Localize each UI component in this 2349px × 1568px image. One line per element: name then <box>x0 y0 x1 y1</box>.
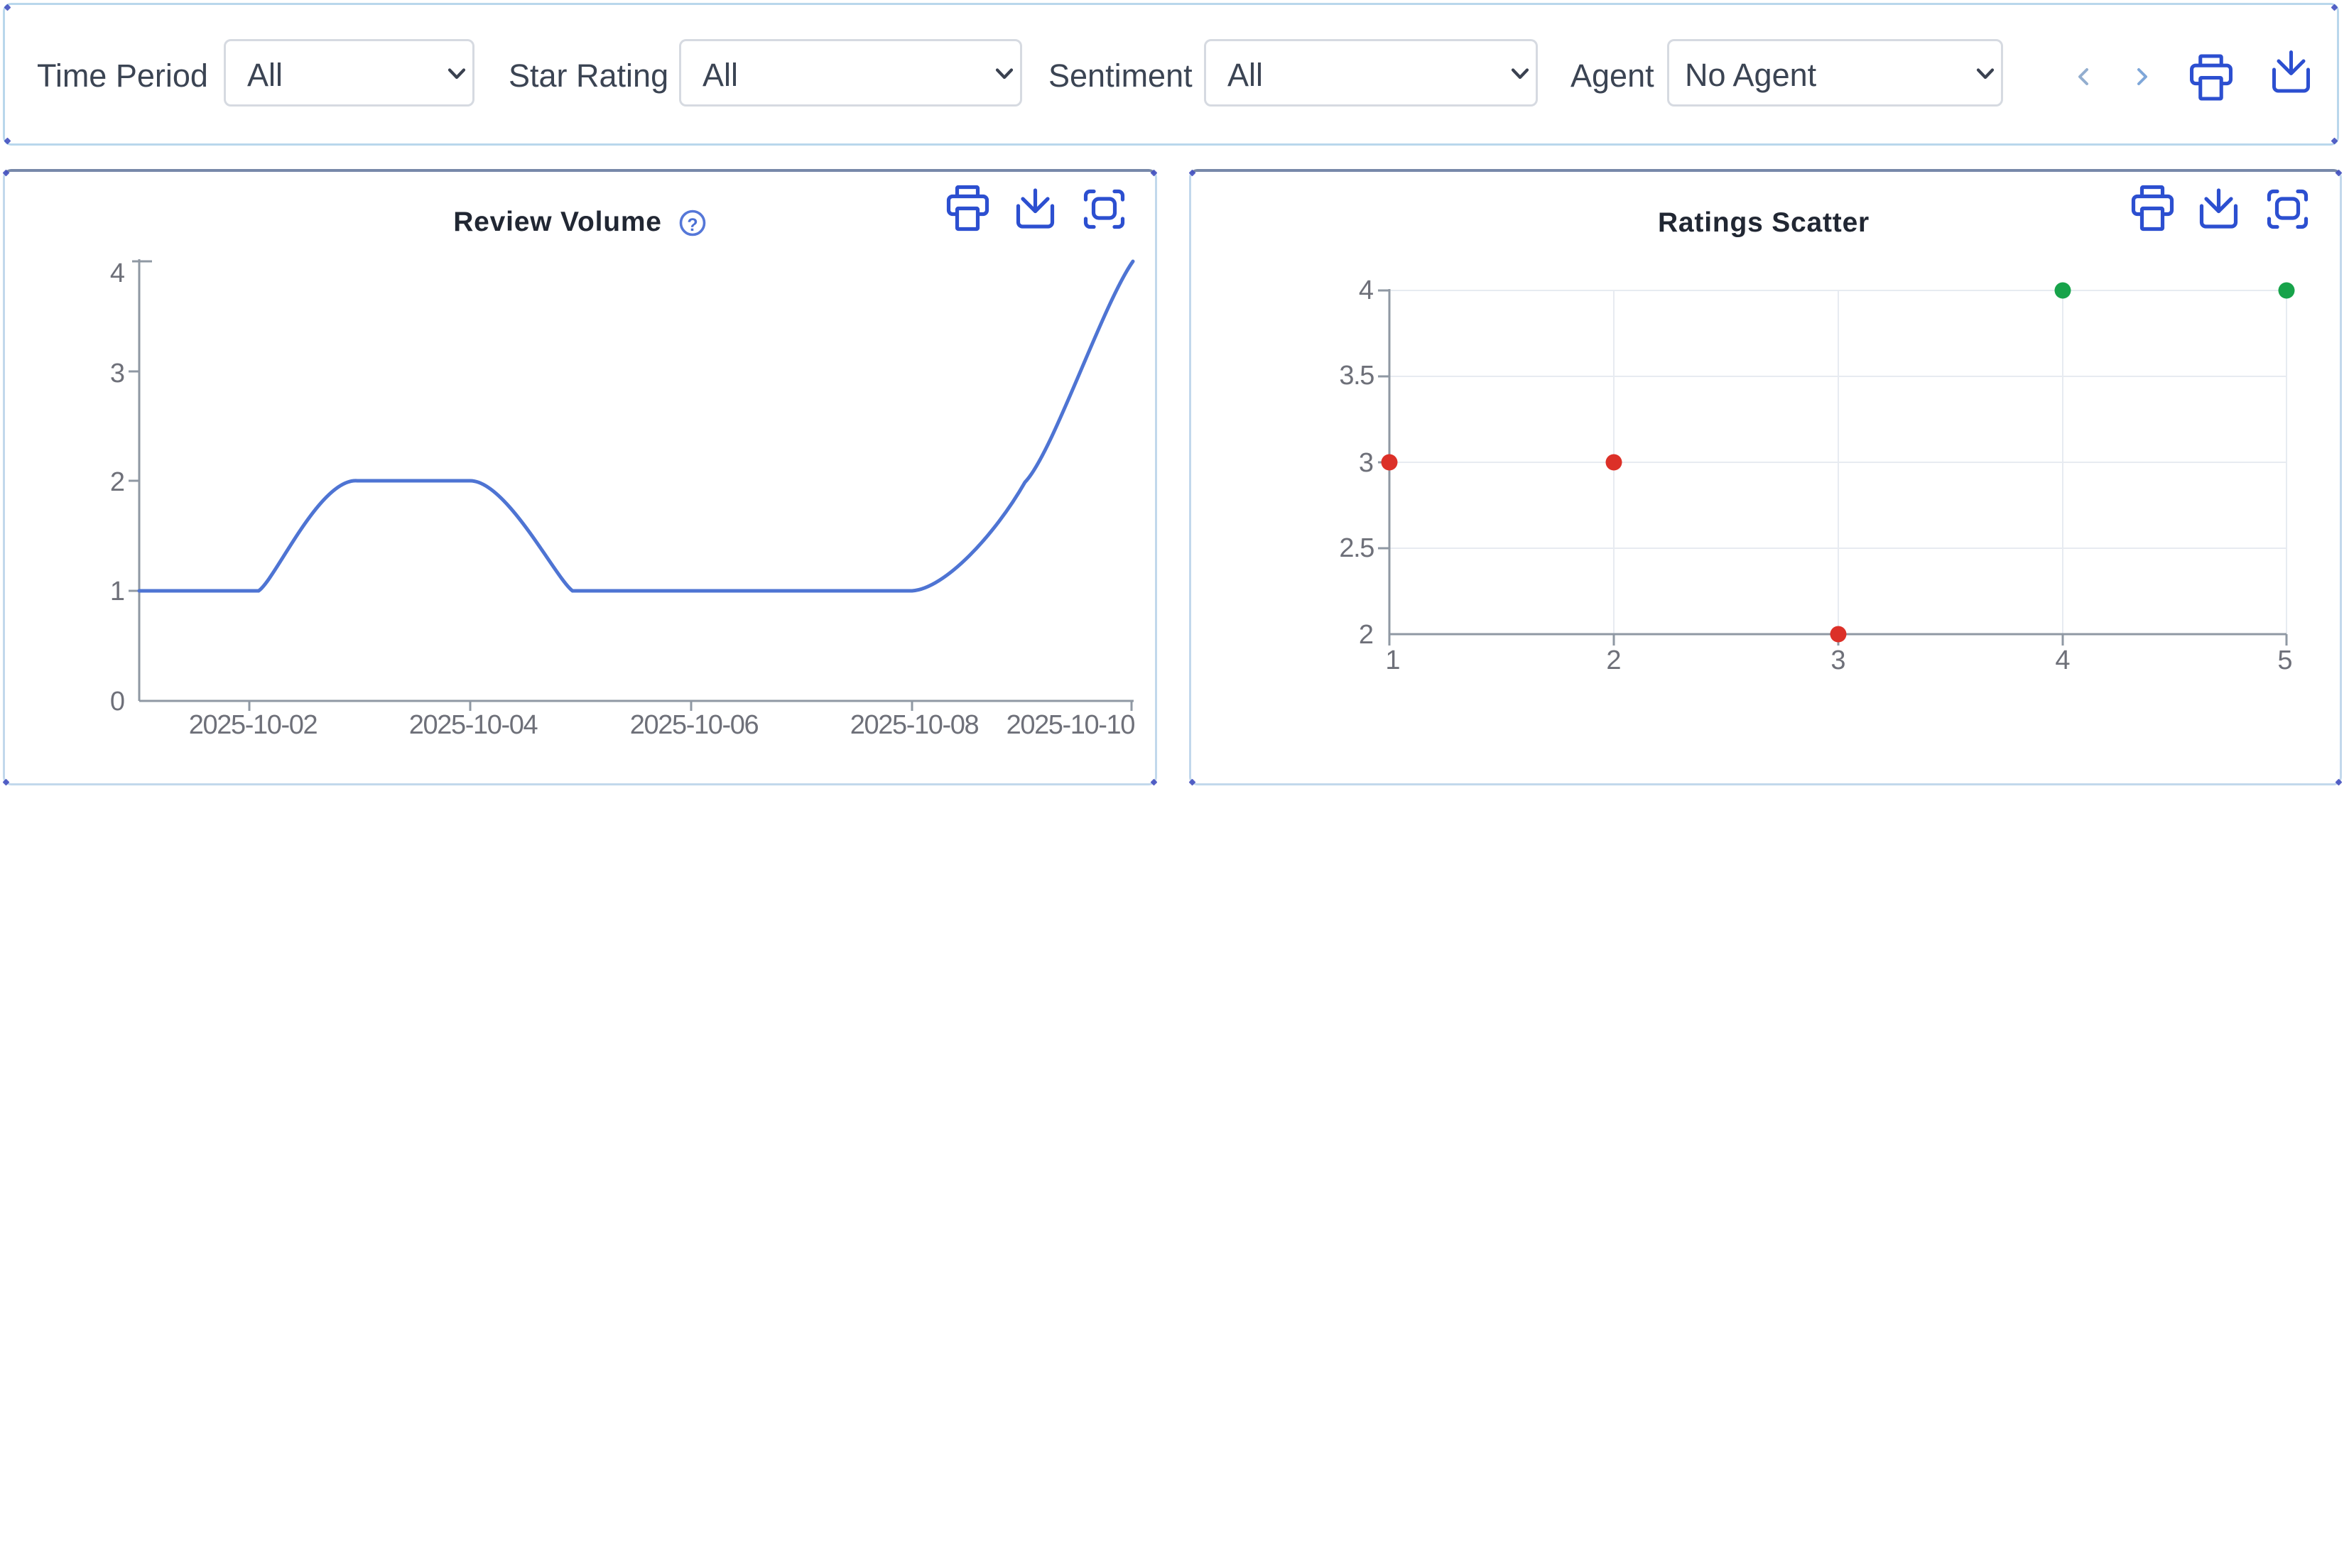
svg-text:Review Volume: Review Volume <box>453 207 662 237</box>
svg-text:2025-10-04: 2025-10-04 <box>409 710 538 740</box>
svg-text:1: 1 <box>110 577 125 606</box>
svg-text:?: ? <box>687 215 698 235</box>
svg-text:1: 1 <box>1385 646 1400 675</box>
svg-text:2025-10-10: 2025-10-10 <box>1007 710 1135 740</box>
svg-text:2025-10-02: 2025-10-02 <box>189 710 318 740</box>
svg-text:5: 5 <box>2277 646 2292 675</box>
svg-text:4: 4 <box>2055 646 2070 675</box>
svg-text:2025-10-06: 2025-10-06 <box>630 710 759 740</box>
svg-text:4: 4 <box>1359 276 1374 305</box>
svg-text:2.5: 2.5 <box>1339 533 1374 563</box>
svg-text:4: 4 <box>110 258 125 288</box>
svg-text:3: 3 <box>1830 646 1845 675</box>
svg-text:2: 2 <box>1606 646 1621 675</box>
svg-text:2025-10-08: 2025-10-08 <box>850 710 979 740</box>
svg-text:3.5: 3.5 <box>1339 361 1374 391</box>
svg-text:3: 3 <box>1359 448 1374 478</box>
svg-text:2: 2 <box>1359 620 1374 650</box>
svg-text:2: 2 <box>110 467 125 497</box>
svg-text:0: 0 <box>110 687 125 717</box>
svg-text:Ratings Scatter: Ratings Scatter <box>1658 207 1870 238</box>
svg-text:3: 3 <box>110 359 125 388</box>
